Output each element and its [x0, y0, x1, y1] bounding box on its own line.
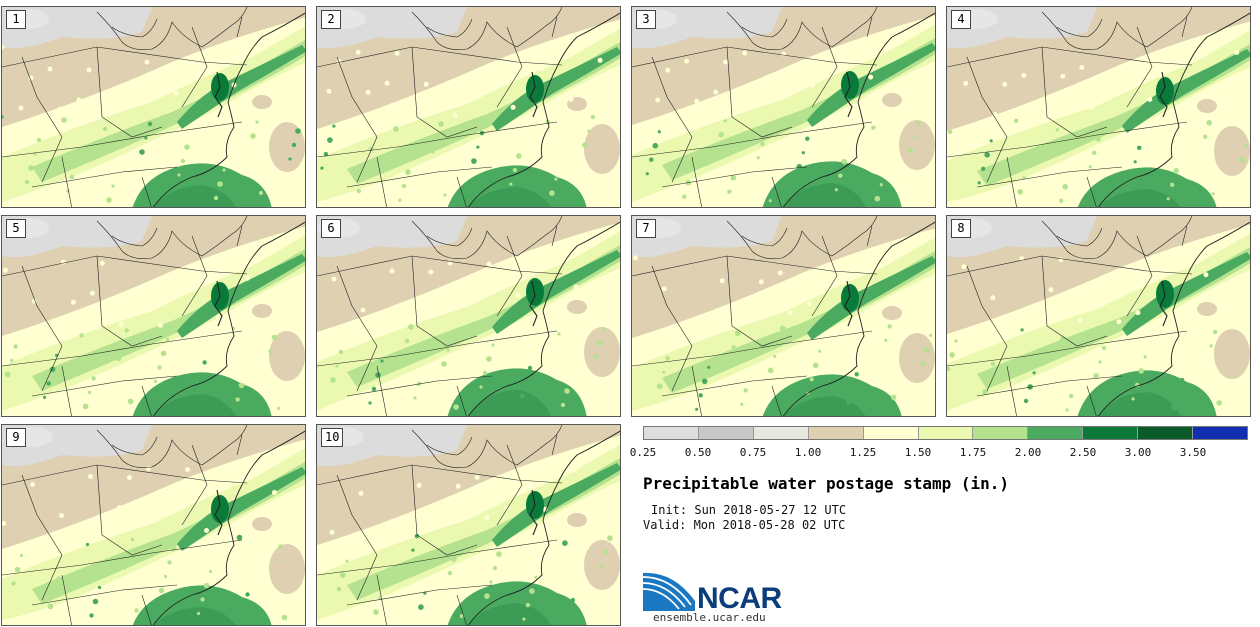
colorbar-tick-label: 0.25 [629, 446, 657, 459]
colorbar-tick-label: 2.00 [1014, 446, 1042, 459]
colorbar-swatch [1193, 427, 1247, 439]
site-url: ensemble.ucar.edu [653, 611, 766, 624]
member-panel: 10 [316, 424, 621, 626]
member-number-label: 7 [636, 219, 656, 238]
valid-time: Valid: Mon 2018-05-28 02 UTC [643, 518, 846, 532]
colorbar-swatch [644, 427, 699, 439]
member-number-label: 8 [951, 219, 971, 238]
member-number-label: 9 [6, 428, 26, 447]
precip-water-map [2, 7, 305, 207]
colorbar-swatch [1083, 427, 1139, 439]
colorbar-swatch [753, 427, 809, 439]
precip-water-map [2, 216, 305, 416]
precip-water-colorbar [643, 426, 1248, 440]
precip-water-map [317, 425, 620, 625]
member-panel: 3 [631, 6, 936, 208]
ncar-logo-text: NCAR [697, 582, 782, 615]
colorbar-tick-label: 2.50 [1069, 446, 1097, 459]
colorbar-tick-label: 3.00 [1124, 446, 1152, 459]
precip-water-map [947, 7, 1250, 207]
member-number-label: 3 [636, 10, 656, 29]
precip-water-map [317, 216, 620, 416]
colorbar-swatch [1138, 427, 1194, 439]
member-panel: 5 [1, 215, 306, 417]
colorbar-tick-label: 1.00 [794, 446, 822, 459]
member-number-label: 5 [6, 219, 26, 238]
precip-water-map [947, 216, 1250, 416]
member-panel: 2 [316, 6, 621, 208]
member-panel: 8 [946, 215, 1251, 417]
colorbar-tick-label: 3.50 [1179, 446, 1207, 459]
init-time: Init: Sun 2018-05-27 12 UTC [651, 503, 847, 517]
member-panel: 1 [1, 6, 306, 208]
member-number-label: 6 [321, 219, 341, 238]
member-panel: 9 [1, 424, 306, 626]
precip-water-map [2, 425, 305, 625]
figure-title: Precipitable water postage stamp (in.) [643, 474, 1010, 493]
ncar-logo-icon [643, 572, 695, 611]
member-number-label: 1 [6, 10, 26, 29]
colorbar-tick-label: 1.50 [904, 446, 932, 459]
member-panel: 6 [316, 215, 621, 417]
colorbar-tick-label: 1.25 [849, 446, 877, 459]
colorbar-tick-label: 1.75 [959, 446, 987, 459]
colorbar-swatch [808, 427, 864, 439]
precip-water-map [317, 7, 620, 207]
member-number-label: 2 [321, 10, 341, 29]
precip-water-map [632, 7, 935, 207]
colorbar-swatch [973, 427, 1029, 439]
colorbar-swatch [863, 427, 919, 439]
member-number-label: 4 [951, 10, 971, 29]
colorbar-tick-label: 0.50 [684, 446, 712, 459]
colorbar-ticks: 0.25 0.50 0.75 1.00 1.25 1.50 1.75 2.00 2.50 3.00… [630, 446, 1260, 460]
colorbar-tick-label: 0.75 [739, 446, 767, 459]
precip-water-map [632, 216, 935, 416]
member-panel: 4 [946, 6, 1251, 208]
member-number-label: 10 [321, 428, 344, 447]
colorbar-swatch [918, 427, 974, 439]
member-panel: 7 [631, 215, 936, 417]
colorbar-swatch [698, 427, 754, 439]
colorbar-swatch [1028, 427, 1084, 439]
